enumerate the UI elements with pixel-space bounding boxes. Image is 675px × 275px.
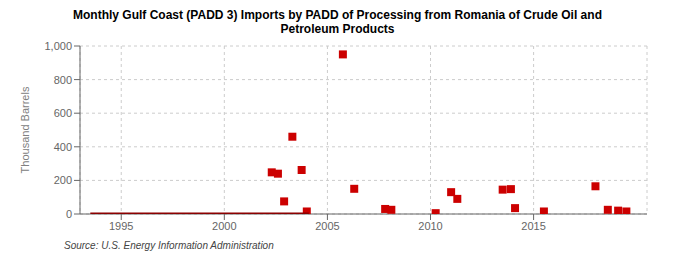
svg-text:2005: 2005	[315, 220, 339, 232]
svg-text:800: 800	[54, 74, 72, 86]
svg-text:1995: 1995	[109, 220, 133, 232]
svg-text:1,000: 1,000	[44, 40, 72, 52]
svg-text:400: 400	[54, 141, 72, 153]
svg-text:Thousand Barrels: Thousand Barrels	[19, 86, 31, 173]
svg-text:2000: 2000	[212, 220, 236, 232]
svg-text:200: 200	[54, 174, 72, 186]
svg-text:600: 600	[54, 107, 72, 119]
html-text:Monthly Gulf Coast (PADD 3) Im: Monthly Gulf Coast (PADD 3) Imports by P…	[73, 8, 602, 22]
html-text:Petroleum Products: Petroleum Products	[280, 22, 395, 36]
svg-text:2010: 2010	[418, 220, 442, 232]
html-text:Source: U.S. Energy Informatio: Source: U.S. Energy Information Administ…	[64, 240, 274, 251]
svg-text:0: 0	[66, 208, 72, 220]
svg-text:2015: 2015	[521, 220, 545, 232]
